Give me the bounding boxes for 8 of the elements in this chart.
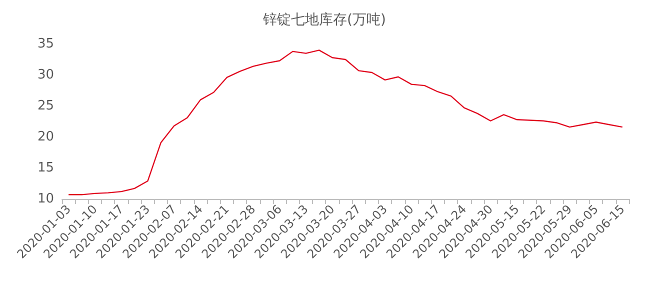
- y-tick-label: 30: [37, 68, 54, 82]
- y-tick-label: 20: [37, 130, 54, 144]
- y-tick-label: 35: [37, 36, 54, 52]
- chart-title: 锌锭七地库存(万吨): [262, 12, 386, 28]
- line-series: [68, 50, 624, 196]
- y-tick-label: 15: [37, 160, 54, 176]
- y-tick-label: 25: [37, 98, 54, 114]
- y-tick-label: 10: [37, 192, 54, 206]
